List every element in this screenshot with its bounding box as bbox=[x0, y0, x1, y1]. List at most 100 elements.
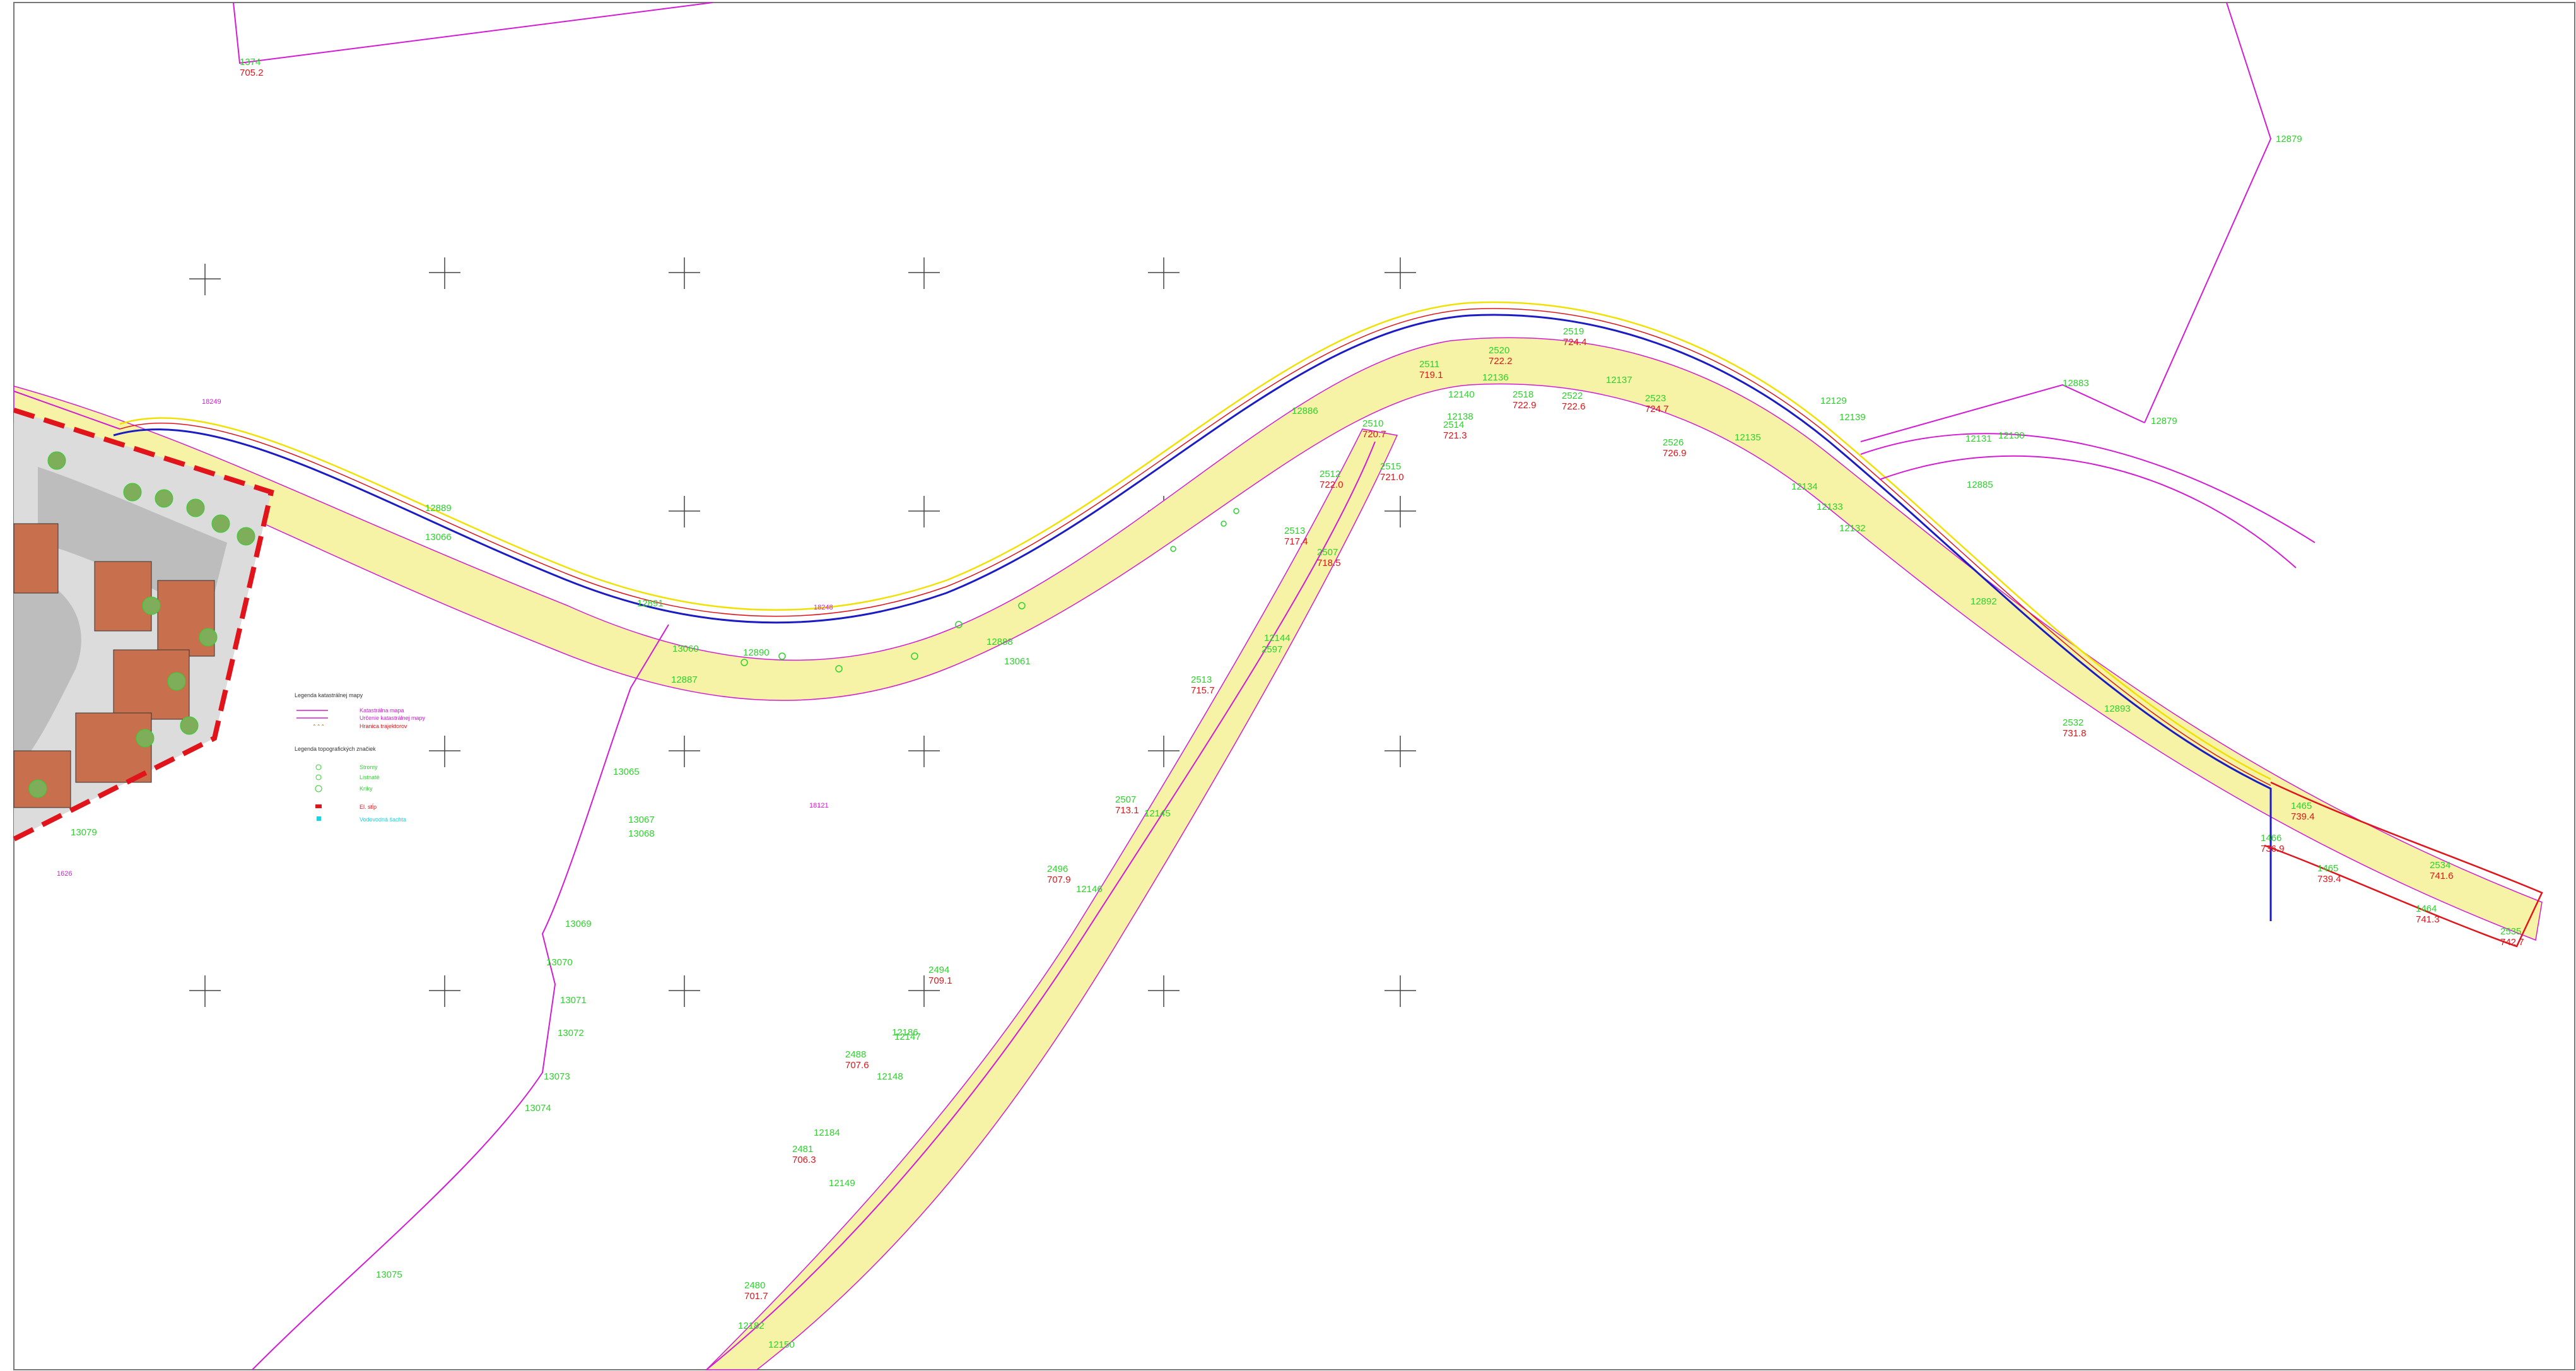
road-label-d: 1626 bbox=[57, 870, 72, 878]
parcel-number: 12133 bbox=[1817, 502, 1843, 512]
parcel-number: 2532 bbox=[2063, 717, 2083, 728]
parcel-number: 12145 bbox=[1144, 808, 1171, 819]
elevation-value: 739.4 bbox=[2291, 811, 2315, 822]
parcel-number: 2512 bbox=[1320, 469, 1340, 480]
parcel-number: 2597 bbox=[1262, 644, 1282, 655]
parcel-number: 12149 bbox=[829, 1178, 855, 1189]
east-boundary-red bbox=[2264, 781, 2543, 948]
elevation-value: 715.7 bbox=[1191, 685, 1215, 696]
parcel-number: 2511 bbox=[1419, 359, 1439, 370]
parcel-number: 12892 bbox=[1970, 596, 1997, 607]
parcel-number: 12879 bbox=[2276, 134, 2302, 144]
site-area bbox=[13, 410, 271, 839]
elevation-value: 706.3 bbox=[792, 1155, 816, 1165]
parcel-number: 12129 bbox=[1820, 396, 1847, 406]
parcel-number: 2510 bbox=[1362, 418, 1383, 429]
parcel-number: 13072 bbox=[558, 1028, 584, 1039]
parcel-number: 12130 bbox=[1998, 430, 2025, 441]
parcel-number: 2518 bbox=[1513, 389, 1533, 400]
elevation-value: 722.0 bbox=[1320, 480, 1344, 490]
parcel-number: 12893 bbox=[2104, 703, 2131, 714]
elevation-value: 724.4 bbox=[1563, 337, 1587, 348]
parcel-number: 2520 bbox=[1489, 345, 1509, 356]
parcel-number: 13073 bbox=[544, 1071, 570, 1082]
legend-symbol-2: Listnaté bbox=[360, 774, 380, 780]
parcel-number: 2480 bbox=[744, 1280, 765, 1291]
parcel-number: 2494 bbox=[928, 965, 949, 975]
parcel-number: 2507 bbox=[1317, 547, 1338, 558]
parcel-number: 2519 bbox=[1563, 326, 1584, 337]
legend-symbol-1: Stromy bbox=[360, 764, 378, 770]
parcel-number: 12148 bbox=[877, 1071, 903, 1082]
legend: Legenda katastrálnej mapy Katastrálna ma… bbox=[295, 692, 426, 823]
elevation-value: 731.8 bbox=[2063, 728, 2087, 739]
elevation-value: 720.7 bbox=[1362, 429, 1386, 440]
parcel-number: 13070 bbox=[546, 957, 573, 968]
road-label-c: 18121 bbox=[809, 802, 829, 809]
legend-symbols-title: Legenda topografických značiek bbox=[295, 746, 376, 752]
parcel-number: 2496 bbox=[1047, 864, 1068, 874]
elevation-value: 739.4 bbox=[2317, 874, 2341, 885]
parcel-number: 12885 bbox=[1967, 480, 1993, 490]
parcel-number: 12186 bbox=[892, 1027, 918, 1038]
parcel-number: 13066 bbox=[425, 532, 452, 543]
parcel-number: 2522 bbox=[1562, 391, 1583, 401]
parcel-number: 12144 bbox=[1264, 633, 1291, 644]
parcel-number: 12182 bbox=[738, 1321, 764, 1331]
legend-symbol-4: El. stĺp bbox=[360, 803, 377, 810]
parcel-number: 13079 bbox=[71, 827, 97, 838]
parcel-number: 1374 bbox=[240, 57, 261, 68]
legend-item-2: Určenie katastrálnej mapy bbox=[360, 715, 426, 721]
elevation-value: 741.6 bbox=[2430, 871, 2454, 881]
road-axis-blue bbox=[113, 314, 2272, 921]
parcel-number: 12879 bbox=[2151, 416, 2177, 427]
parcel-number: 2526 bbox=[1663, 437, 1683, 448]
parcel-number: 12138 bbox=[1447, 411, 1473, 422]
tree-symbols bbox=[741, 508, 1239, 673]
legend-title: Legenda katastrálnej mapy bbox=[295, 692, 363, 698]
legend-item-3: Hranica trajektorov bbox=[360, 723, 407, 729]
parcel-number: 12887 bbox=[671, 674, 698, 685]
parcel-lines bbox=[13, 2, 2315, 1370]
legend-symbol-3: Kríky bbox=[360, 786, 373, 792]
parcel-number: 12891 bbox=[637, 598, 664, 609]
parcel-number: 12132 bbox=[1839, 523, 1866, 534]
parcel-number: 1465 bbox=[2317, 863, 2338, 874]
branch-road-band bbox=[705, 428, 1398, 1370]
parcel-number: 12889 bbox=[425, 503, 452, 514]
parcel-number: 2515 bbox=[1380, 461, 1401, 472]
elevation-value: 721.0 bbox=[1380, 472, 1404, 483]
parcel-number: 12150 bbox=[768, 1339, 795, 1350]
parcel-number: 2488 bbox=[845, 1049, 866, 1060]
parcel-number: 12883 bbox=[2063, 378, 2089, 389]
parcel-number: 12140 bbox=[1448, 389, 1475, 400]
elevation-value: 705.2 bbox=[240, 68, 264, 78]
parcel-number: 1466 bbox=[2261, 833, 2281, 844]
parcel-number: 13075 bbox=[376, 1269, 402, 1280]
parcel-number: 2507 bbox=[1115, 794, 1136, 805]
elevation-value: 742.7 bbox=[2500, 937, 2524, 948]
parcel-number: 12147 bbox=[894, 1032, 921, 1042]
elevation-value: 724.7 bbox=[1645, 404, 1669, 415]
parcel-number: 12886 bbox=[1292, 406, 1318, 416]
parcel-number: 13068 bbox=[628, 828, 655, 839]
road-label-b: 18248 bbox=[814, 604, 833, 611]
main-road-band bbox=[13, 337, 2543, 941]
parcel-number: 12131 bbox=[1965, 433, 1992, 444]
parcel-number: 2513 bbox=[1191, 674, 1212, 685]
elevation-value: 713.1 bbox=[1115, 805, 1139, 816]
elevation-value: 722.6 bbox=[1562, 401, 1586, 412]
svg-text:⌃⌃⌃: ⌃⌃⌃ bbox=[312, 724, 325, 729]
parcel-number: 12184 bbox=[814, 1127, 840, 1138]
elevation-value: 719.1 bbox=[1419, 370, 1443, 380]
parcel-number: 12146 bbox=[1076, 884, 1103, 895]
elevation-value: 701.7 bbox=[744, 1291, 768, 1302]
road-label-a: 18249 bbox=[202, 398, 221, 406]
parcel-number: 13065 bbox=[613, 767, 640, 777]
elevation-value: 717.4 bbox=[1284, 536, 1308, 547]
parcel-number: 12890 bbox=[743, 647, 770, 658]
parcel-number: 13060 bbox=[672, 644, 699, 654]
parcel-number: 12139 bbox=[1839, 412, 1866, 423]
parcel-number: 1464 bbox=[2416, 903, 2437, 914]
